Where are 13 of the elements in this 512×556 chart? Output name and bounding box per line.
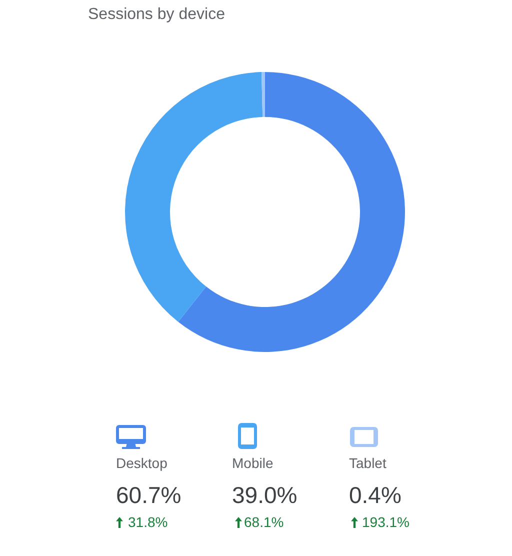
legend-label: Tablet [349,455,386,472]
chart-title: Sessions by device [88,5,225,24]
data-label: 60.7% [116,482,182,508]
donut-slice [178,72,405,352]
donut-slice [125,72,263,322]
data-label: 39.0% [232,482,298,508]
legend-label: Mobile [232,455,274,472]
text: 31.8% [128,514,168,531]
donut-slice [261,72,265,118]
text: 68.1% [244,514,284,531]
text: 193.1% [362,514,410,531]
data-label: 0.4% [349,482,402,508]
legend-label: Desktop [116,455,168,472]
